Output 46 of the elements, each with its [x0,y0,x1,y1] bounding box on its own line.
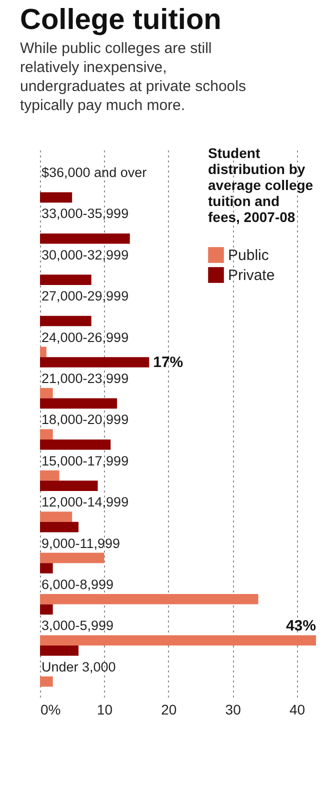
bar [40,635,316,646]
bar [40,676,53,687]
x-tick-label: 40 [289,702,306,718]
y-tick-label: 27,000-29,999 [42,288,129,304]
bar [40,512,72,522]
y-tick-label: 33,000-35,999 [42,206,129,222]
y-tick-label: 15,000-17,999 [42,453,129,468]
bar [40,522,79,532]
bar [40,552,104,564]
y-tick-label: 30,000-32,999 [42,247,129,262]
bar [40,192,72,203]
y-tick-label: 24,000-26,999 [42,330,129,345]
chart-title: College tuition [20,4,222,36]
y-tick-label: 18,000-20,999 [42,412,129,428]
bar [40,563,53,574]
legend-label: Private [228,267,275,284]
y-tick-label: 12,000-14,999 [42,494,129,510]
y-tick-label: 9,000-11,999 [42,536,120,551]
bar [40,594,258,604]
data-label: 17% [153,354,184,372]
bar [40,645,79,656]
y-tick-label: $36,000 and over [42,164,148,180]
data-label: 43% [286,617,316,634]
bar [40,604,53,615]
x-tick-label: 0% [40,702,61,718]
y-tick-label: Under 3,000 [42,659,116,674]
x-tick-label: 20 [161,702,177,718]
bar [40,398,118,409]
bar [40,480,98,491]
bar [40,470,60,481]
bar [40,316,92,326]
bar [40,439,111,450]
bar [40,274,92,285]
y-tick-label: 3,000-5,999 [42,618,114,634]
y-tick-label: 6,000-8,999 [42,576,114,592]
bar [40,357,150,368]
bar [40,388,53,398]
bar [40,346,46,358]
bar [40,233,130,244]
x-tick-label: 10 [96,702,113,718]
chart-subtitle: While public colleges are still relatively inexpensive, undergraduates at private schools typically pay much more. [20,40,246,114]
legend-label: Public [228,247,270,264]
x-tick-label: 30 [225,702,242,718]
bar [40,429,53,440]
y-tick-label: 21,000-23,999 [42,370,129,386]
legend-title: Student distribution by average college tuition and fees, 2007-08 [208,145,314,225]
